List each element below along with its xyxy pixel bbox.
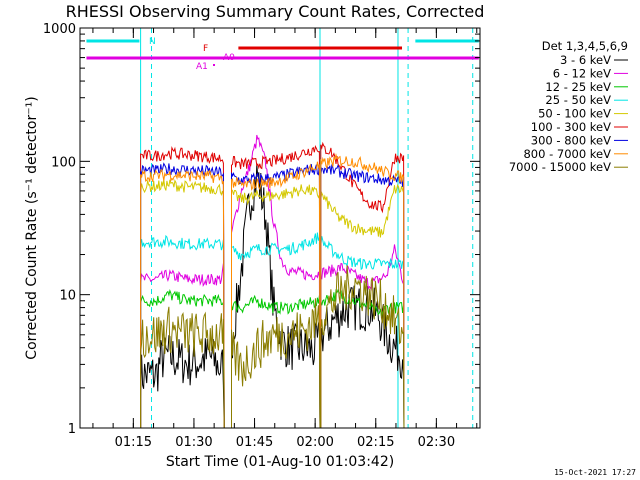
x-tick-label: 01:15 <box>115 435 152 450</box>
legend-label: 50 - 100 keV <box>538 107 611 121</box>
plot-area: N F A1 A0 <box>86 28 479 429</box>
flare-bar-label: F <box>203 44 208 54</box>
y-tick-label: 1 <box>68 422 76 437</box>
legend-label: 100 - 300 keV <box>531 120 611 134</box>
series-line-8 <box>320 265 405 429</box>
series-line-5 <box>231 144 321 429</box>
legend-label: 300 - 800 keV <box>531 133 611 147</box>
legend-header: Det 1,3,4,5,6,9 <box>542 39 628 53</box>
x-tick-label: 01:45 <box>236 435 273 450</box>
series-line-1 <box>140 263 225 429</box>
series-line-5 <box>320 141 405 429</box>
series-line-2 <box>231 294 321 429</box>
attenuator-a1-label: A1 <box>196 62 208 72</box>
series-line-6 <box>320 164 405 429</box>
series-line-8 <box>231 298 321 429</box>
legend-label: 25 - 50 keV <box>545 93 611 107</box>
series-line-4 <box>231 184 321 429</box>
footer-timestamp: 15-Oct-2021 17:27 <box>554 468 636 477</box>
x-tick-label: 01:30 <box>175 435 212 450</box>
series-line-2 <box>140 289 225 429</box>
series-line-7 <box>231 161 321 429</box>
series-line-6 <box>231 164 321 429</box>
series-line-7 <box>320 152 405 429</box>
series-line-3 <box>231 232 321 429</box>
series-line-8 <box>140 306 225 429</box>
x-tick-label: 02:00 <box>296 435 333 450</box>
legend-label: 6 - 12 keV <box>553 66 611 80</box>
series-line-2 <box>320 288 405 429</box>
x-tick-label: 02:15 <box>357 435 394 450</box>
series-line-5 <box>140 146 225 429</box>
legend-label: 12 - 25 keV <box>545 80 611 94</box>
plot-frame <box>79 27 481 429</box>
chart-title: RHESSI Observing Summary Count Rates, Co… <box>66 2 485 21</box>
series-line-4 <box>320 183 405 429</box>
series-line-0 <box>320 285 405 429</box>
series-line-0 <box>231 164 321 429</box>
y-tick-label: 10 <box>59 289 76 304</box>
x-tick-label: 02:30 <box>418 435 455 450</box>
y-tick-label: 1000 <box>43 22 76 37</box>
series-line-3 <box>140 234 225 429</box>
attenuator-marker <box>213 64 215 66</box>
legend-label: 3 - 6 keV <box>560 53 611 67</box>
legend-label: 7000 - 15000 keV <box>509 160 611 174</box>
series-line-0 <box>140 335 225 429</box>
series-line-7 <box>140 168 225 429</box>
x-axis-label: Start Time (01-Aug-10 01:03:42) <box>166 454 394 470</box>
axes: 1 10 100 1000 01:15 01:30 01:45 02:00 02:15 02:30 <box>43 22 481 450</box>
legend-label: 800 - 7000 keV <box>523 147 611 161</box>
night-bar-label: N <box>149 37 156 47</box>
y-axis-label: Corrected Count Rate (s⁻¹ detector⁻¹) <box>24 96 40 359</box>
series-line-4 <box>140 179 225 429</box>
series-line-3 <box>320 236 405 429</box>
attenuator-a0-label: A0 <box>223 53 235 63</box>
series-line-1 <box>320 244 405 429</box>
y-tick-label: 100 <box>51 155 76 170</box>
